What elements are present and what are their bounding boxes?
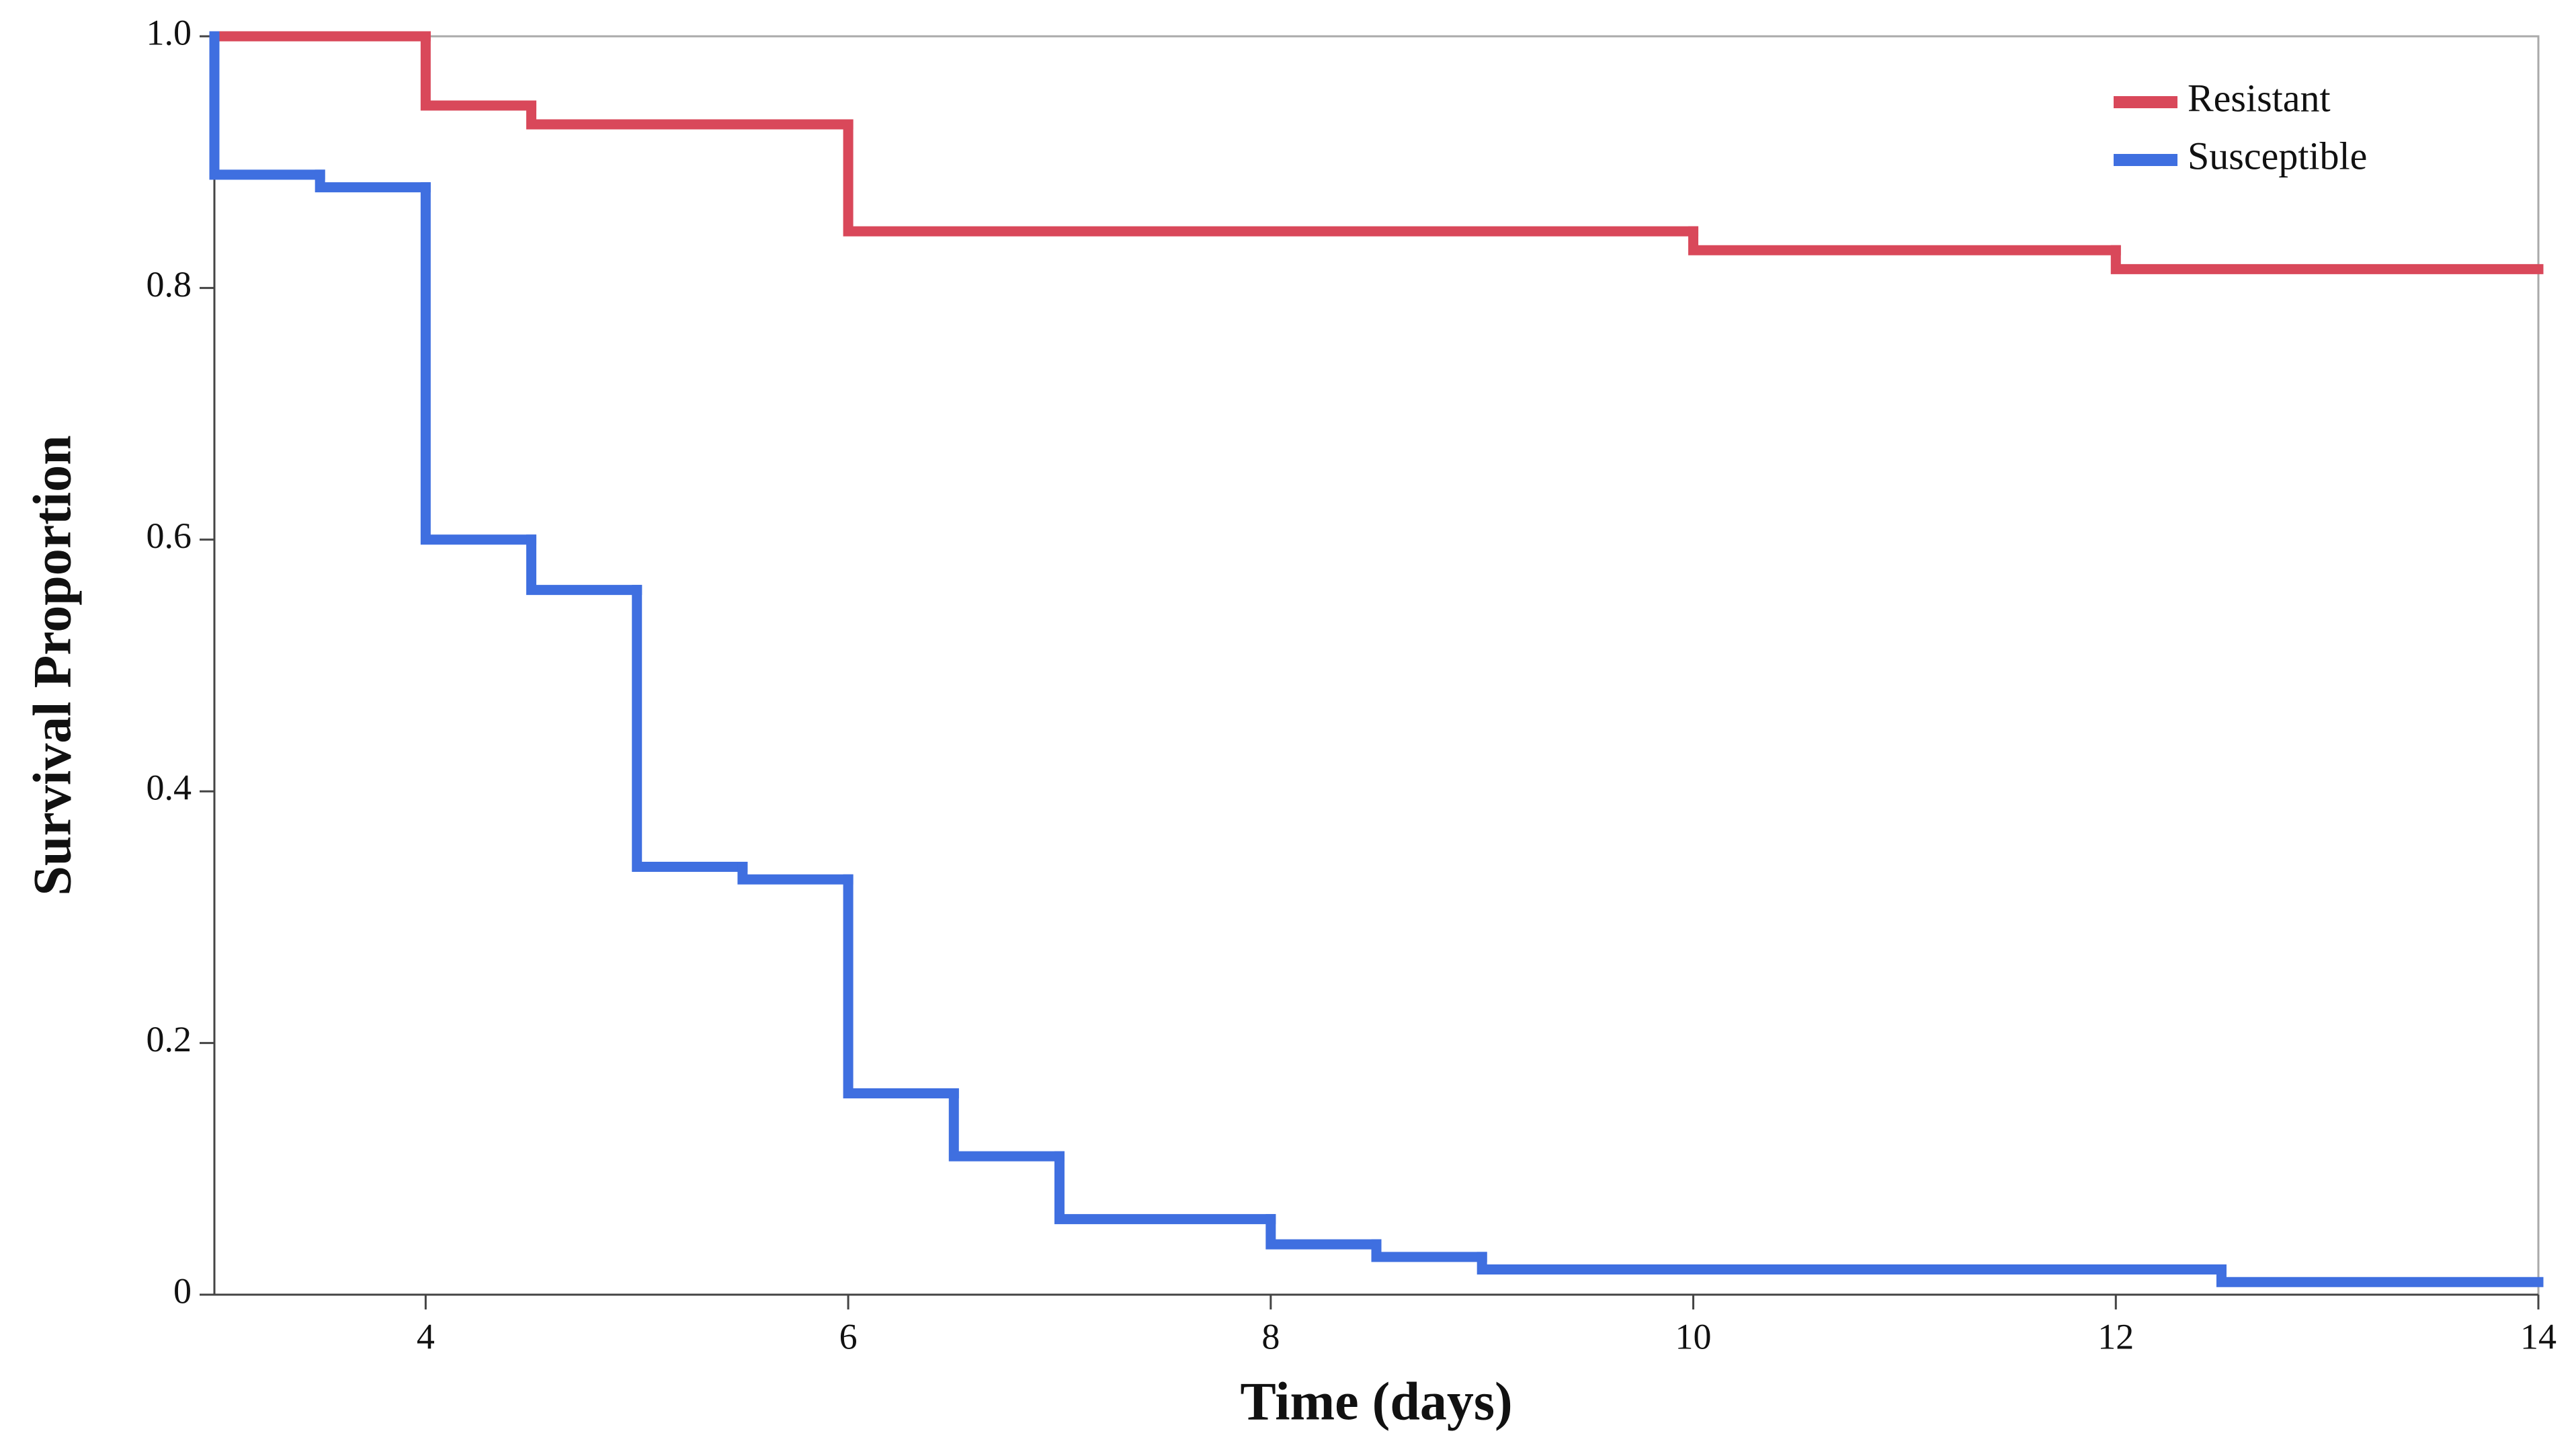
x-tick-label: 6	[839, 1316, 858, 1357]
survival-step	[2110, 245, 2544, 274]
survival-step	[526, 100, 854, 130]
survival-step	[1054, 1151, 1276, 1225]
survival-step	[1688, 226, 2121, 255]
x-axis-title: Time (days)	[1240, 1372, 1512, 1431]
x-tick-label: 10	[1675, 1316, 1712, 1357]
x-tick-label: 14	[2520, 1316, 2557, 1357]
y-tick-label: 0	[173, 1270, 192, 1311]
survival-step	[632, 585, 748, 873]
survival-step	[843, 119, 1699, 237]
survival-step	[1477, 1252, 2227, 1275]
y-tick-label: 1.0	[147, 12, 192, 52]
survival-step	[948, 1088, 1065, 1162]
x-tick-label: 12	[2097, 1316, 2134, 1357]
survival-step	[209, 31, 325, 180]
survival-step	[843, 874, 959, 1098]
y-tick-label: 0.2	[147, 1019, 192, 1059]
survival-step	[420, 31, 537, 111]
survival-step	[2216, 1264, 2544, 1287]
y-axis-title: Survival Proportion	[23, 435, 82, 895]
survival-step	[526, 534, 642, 596]
legend-label: Susceptible	[2188, 134, 2367, 177]
survival-step	[420, 182, 537, 545]
survival-step	[737, 862, 854, 885]
y-tick-label: 0.6	[147, 516, 192, 556]
y-tick-label: 0.8	[147, 264, 192, 305]
survival-step	[1265, 1214, 1382, 1250]
plot-frame	[213, 35, 2540, 1296]
survival-step	[1371, 1239, 1487, 1262]
survival-step	[315, 169, 431, 193]
x-tick-label: 4	[417, 1316, 435, 1357]
legend-label: Resistant	[2188, 76, 2331, 120]
x-tick-label: 8	[1261, 1316, 1280, 1357]
y-tick-label: 0.4	[147, 768, 192, 808]
